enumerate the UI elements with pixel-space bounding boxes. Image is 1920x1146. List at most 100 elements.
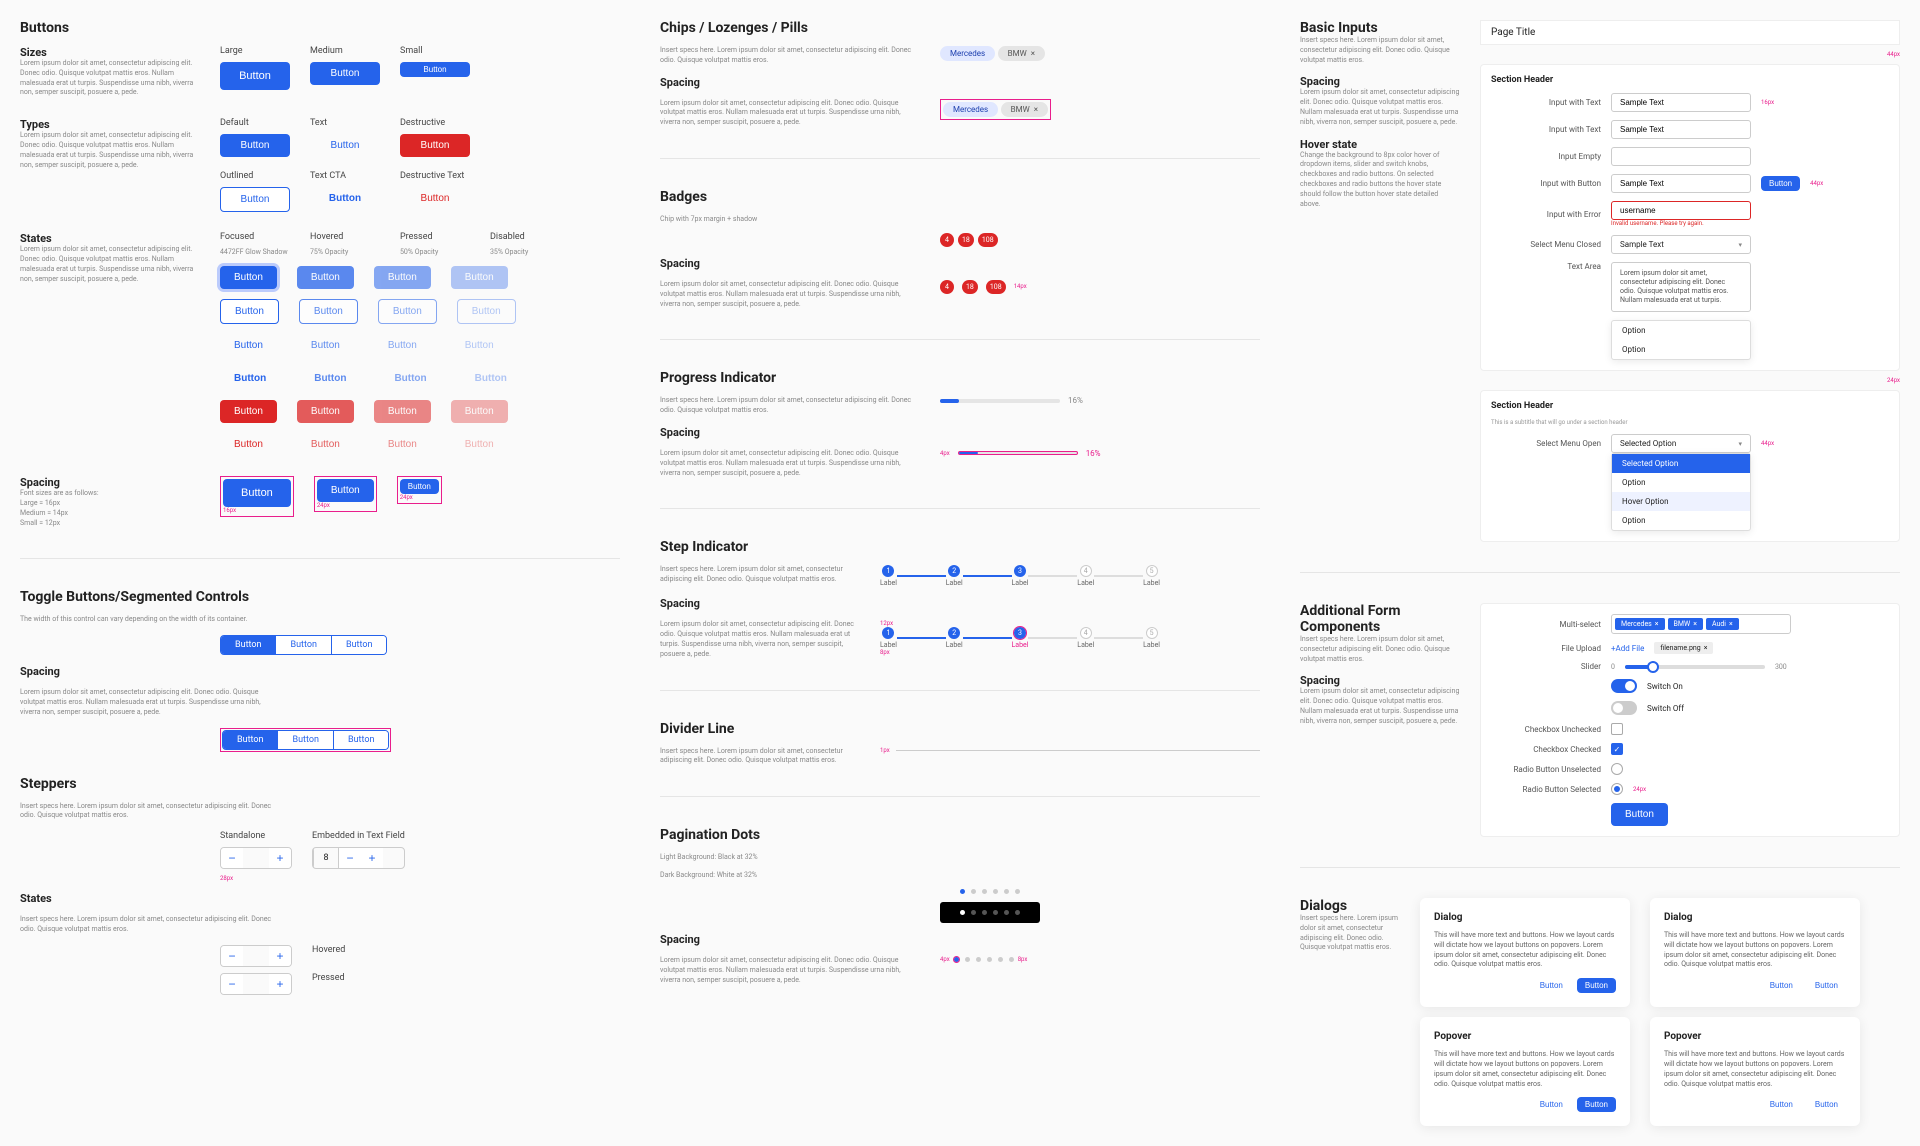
input-empty[interactable] (1611, 147, 1751, 166)
popover-tertiary-button[interactable]: Button (1807, 1097, 1846, 1112)
state-btn[interactable]: Button (374, 334, 431, 357)
step-dot[interactable]: 3 (1014, 565, 1026, 577)
state-btn[interactable]: Button (297, 433, 354, 456)
file-chip[interactable]: filename.png× (1654, 642, 1713, 654)
spacing-btn-sm[interactable]: Button (400, 479, 439, 494)
dialog-secondary-button[interactable]: Button (1762, 978, 1801, 993)
state-btn[interactable]: Button (374, 433, 431, 456)
select-closed[interactable]: Sample Text▾ (1611, 235, 1751, 254)
stepper-plus-icon[interactable]: + (361, 848, 383, 868)
size-med-button[interactable]: Button (310, 62, 380, 85)
stepper-embedded[interactable]: 8−+ (312, 847, 405, 869)
seg-item[interactable]: Button (276, 636, 331, 654)
states-row-text: Button Button Button Button (220, 334, 560, 357)
state-btn[interactable]: Button (374, 266, 431, 289)
segmented-control[interactable]: Button Button Button (220, 635, 387, 655)
popover-secondary-button[interactable]: Button (1532, 1097, 1571, 1112)
state-btn[interactable]: Button (299, 299, 358, 324)
select-open[interactable]: Selected Option▾ (1611, 434, 1751, 453)
stepper-standalone[interactable]: −+ (220, 847, 292, 869)
type-outlined-button[interactable]: Button (220, 187, 290, 212)
step-dot[interactable]: 4 (1080, 565, 1092, 577)
switch-on[interactable] (1611, 679, 1637, 693)
step-dot[interactable]: 1 (882, 565, 894, 577)
dropdown-option[interactable]: Option (1612, 511, 1750, 530)
chevron-down-icon: ▾ (1738, 440, 1742, 448)
spacing-btn-lg[interactable]: Button (223, 479, 291, 507)
checkbox-unchecked[interactable] (1611, 723, 1623, 735)
seg-item[interactable]: Button (221, 636, 276, 654)
close-icon[interactable]: × (1729, 620, 1733, 628)
state-btn[interactable]: Button (378, 299, 437, 324)
toggle-spacing-lipsum: Lorem ipsum dolor sit amet, consectetur … (20, 688, 280, 717)
pagination-light[interactable] (960, 889, 1020, 894)
seg-item[interactable]: Button (332, 636, 386, 654)
chips-title: Chips / Lozenges / Pills (660, 20, 1260, 36)
type-default-button[interactable]: Button (220, 134, 290, 157)
ms-chip[interactable]: Mercedes× (1615, 618, 1665, 630)
spacing-btn-md[interactable]: Button (317, 479, 374, 502)
dropdown-option[interactable]: Hover Option (1612, 492, 1750, 511)
input-text[interactable] (1611, 120, 1751, 139)
toggle-note: The width of this control can vary depen… (20, 615, 280, 625)
switch-off[interactable] (1611, 701, 1637, 715)
state-btn[interactable]: Button (297, 334, 354, 357)
close-icon[interactable]: × (1704, 644, 1708, 652)
stepper-minus-icon[interactable]: − (221, 848, 243, 868)
state-btn[interactable]: Button (220, 400, 277, 423)
ms-chip[interactable]: BMW× (1668, 618, 1703, 630)
close-icon[interactable]: × (1693, 620, 1697, 628)
dialog-primary-button[interactable]: Button (1577, 978, 1616, 993)
state-btn[interactable]: Button (220, 367, 280, 390)
stepper-plus-icon[interactable]: + (269, 848, 291, 868)
dropdown-option[interactable]: Option (1612, 473, 1750, 492)
step-dot[interactable]: 2 (948, 565, 960, 577)
section-header: Section Header (1491, 75, 1889, 85)
close-icon[interactable]: × (1031, 49, 1035, 58)
state-btn[interactable]: Button (220, 433, 277, 456)
state-btn[interactable]: Button (380, 367, 440, 390)
state-btn[interactable]: Button (297, 266, 354, 289)
state-btn[interactable]: Button (220, 299, 279, 324)
ms-chip[interactable]: Audi× (1706, 618, 1739, 630)
state-btn[interactable]: Button (374, 400, 431, 423)
radio-unselected[interactable] (1611, 763, 1623, 775)
type-text-button[interactable]: Button (310, 134, 380, 157)
add-file-button[interactable]: +Add File (1611, 644, 1644, 653)
pagination-dark[interactable] (940, 902, 1040, 923)
state-btn[interactable]: Button (297, 400, 354, 423)
input-text[interactable] (1611, 93, 1751, 112)
dialog-card: Dialog This will have more text and butt… (1650, 898, 1860, 1007)
segmented-spacing: Button Button Button (222, 730, 389, 750)
chip-mercedes[interactable]: Mercedes (940, 46, 995, 61)
popover-secondary-button[interactable]: Button (1762, 1097, 1801, 1112)
checkbox-checked[interactable]: ✓ (1611, 743, 1623, 755)
input-with-button[interactable] (1611, 174, 1751, 193)
state-btn[interactable]: Button (220, 266, 277, 289)
form-submit-button[interactable]: Button (1611, 803, 1668, 826)
slider[interactable] (1625, 665, 1765, 669)
radio-selected[interactable] (1611, 783, 1623, 795)
dialog-tertiary-button[interactable]: Button (1807, 978, 1846, 993)
popover-primary-button[interactable]: Button (1577, 1097, 1616, 1112)
size-large-button[interactable]: Button (220, 62, 290, 90)
dialog-secondary-button[interactable]: Button (1532, 978, 1571, 993)
stepper-pressed: −+ (220, 973, 292, 995)
type-destructive-button[interactable]: Button (400, 134, 470, 157)
type-desttext-button[interactable]: Button (400, 187, 470, 210)
chip-bmw[interactable]: BMW× (998, 46, 1045, 61)
multiselect[interactable]: Mercedes× BMW× Audi× (1611, 614, 1791, 634)
input-button[interactable]: Button (1761, 176, 1800, 191)
input-error[interactable] (1611, 201, 1751, 220)
state-hovered-label: Hovered (310, 232, 380, 242)
step-dot[interactable]: 5 (1146, 565, 1158, 577)
close-icon[interactable]: × (1655, 620, 1659, 628)
size-small-button[interactable]: Button (400, 62, 470, 77)
textarea[interactable]: Lorem ipsum dolor sit amet, consectetur … (1611, 262, 1751, 312)
state-btn[interactable]: Button (300, 367, 360, 390)
type-textcta-button[interactable]: Button (310, 187, 380, 210)
state-btn[interactable]: Button (220, 334, 277, 357)
dropdown-option[interactable]: Selected Option (1612, 454, 1750, 473)
state-btn: Button (451, 266, 508, 289)
stepper-minus-icon[interactable]: − (339, 848, 361, 868)
